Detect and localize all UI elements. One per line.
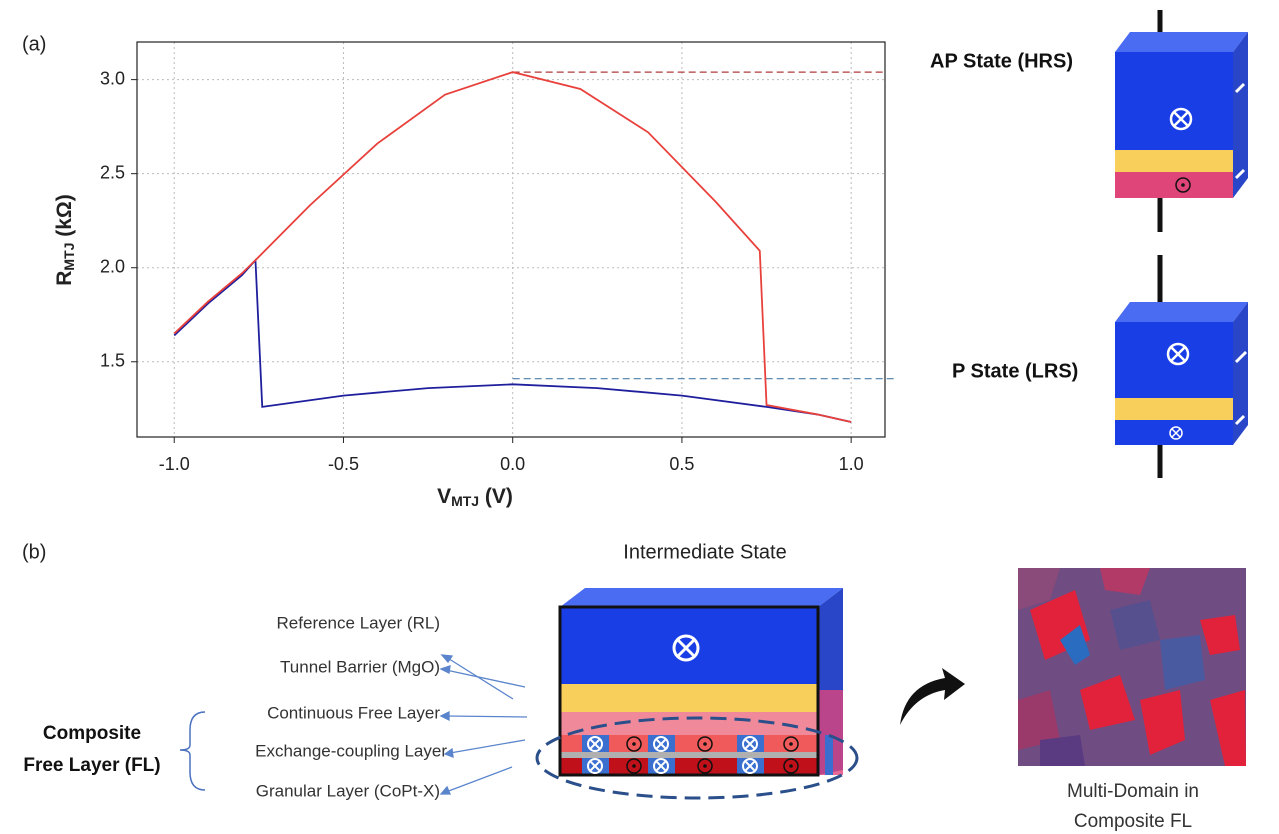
y-axis-title: RMTJ (kΩ) [53, 194, 77, 286]
pointer-arrows [439, 654, 528, 795]
panel-label: (a) [22, 33, 46, 55]
bracket [179, 711, 206, 791]
x-tick-label: -0.5 [328, 454, 359, 474]
multi-domain-image [1018, 568, 1246, 766]
x-tick-label: -1.0 [159, 454, 190, 474]
y-tick-label: 2.5 [100, 162, 125, 182]
group-label: Free Layer (FL) [23, 755, 160, 776]
ap-stack [1115, 10, 1248, 232]
group-label: Composite [43, 723, 141, 744]
intermediate-stack [535, 588, 859, 800]
y-tick-label: 2.0 [100, 256, 125, 276]
y-axis-unit: (kΩ) [53, 194, 76, 242]
p-stack [1115, 255, 1248, 478]
annotation: AP State (HRS) [930, 50, 1073, 72]
x-axis-main: V [437, 485, 451, 508]
x-axis-unit: (V) [479, 485, 513, 508]
annotation: P State (LRS) [952, 360, 1078, 382]
curved-arrow [900, 668, 965, 725]
y-tick-label: 1.5 [100, 351, 125, 371]
x-axis-sub: MTJ [451, 493, 479, 509]
x-tick-label: 1.0 [839, 454, 864, 474]
y-tick-label: 3.0 [100, 68, 125, 88]
plot-frame [136, 41, 886, 438]
layer-label: Reference Layer (RL) [277, 613, 440, 632]
caption: Composite FL [1074, 811, 1192, 832]
layer-label: Exchange-coupling Layer [255, 741, 447, 760]
caption: Multi-Domain in [1067, 781, 1199, 802]
x-tick-label: 0.5 [669, 454, 694, 474]
layer-label: Tunnel Barrier (MgO) [280, 657, 440, 676]
layer-label: Continuous Free Layer [267, 703, 440, 722]
data-line [173, 71, 852, 423]
panel-title: Intermediate State [623, 541, 786, 563]
x-axis-title: VMTJ (V) [437, 485, 513, 509]
x-tick-label: 0.0 [500, 454, 525, 474]
layer-label: Granular Layer (CoPt-X) [256, 781, 440, 800]
y-axis-main: R [53, 271, 76, 286]
y-axis-sub: MTJ [61, 243, 77, 271]
panel-label: (b) [22, 541, 46, 563]
data-line [173, 257, 852, 423]
